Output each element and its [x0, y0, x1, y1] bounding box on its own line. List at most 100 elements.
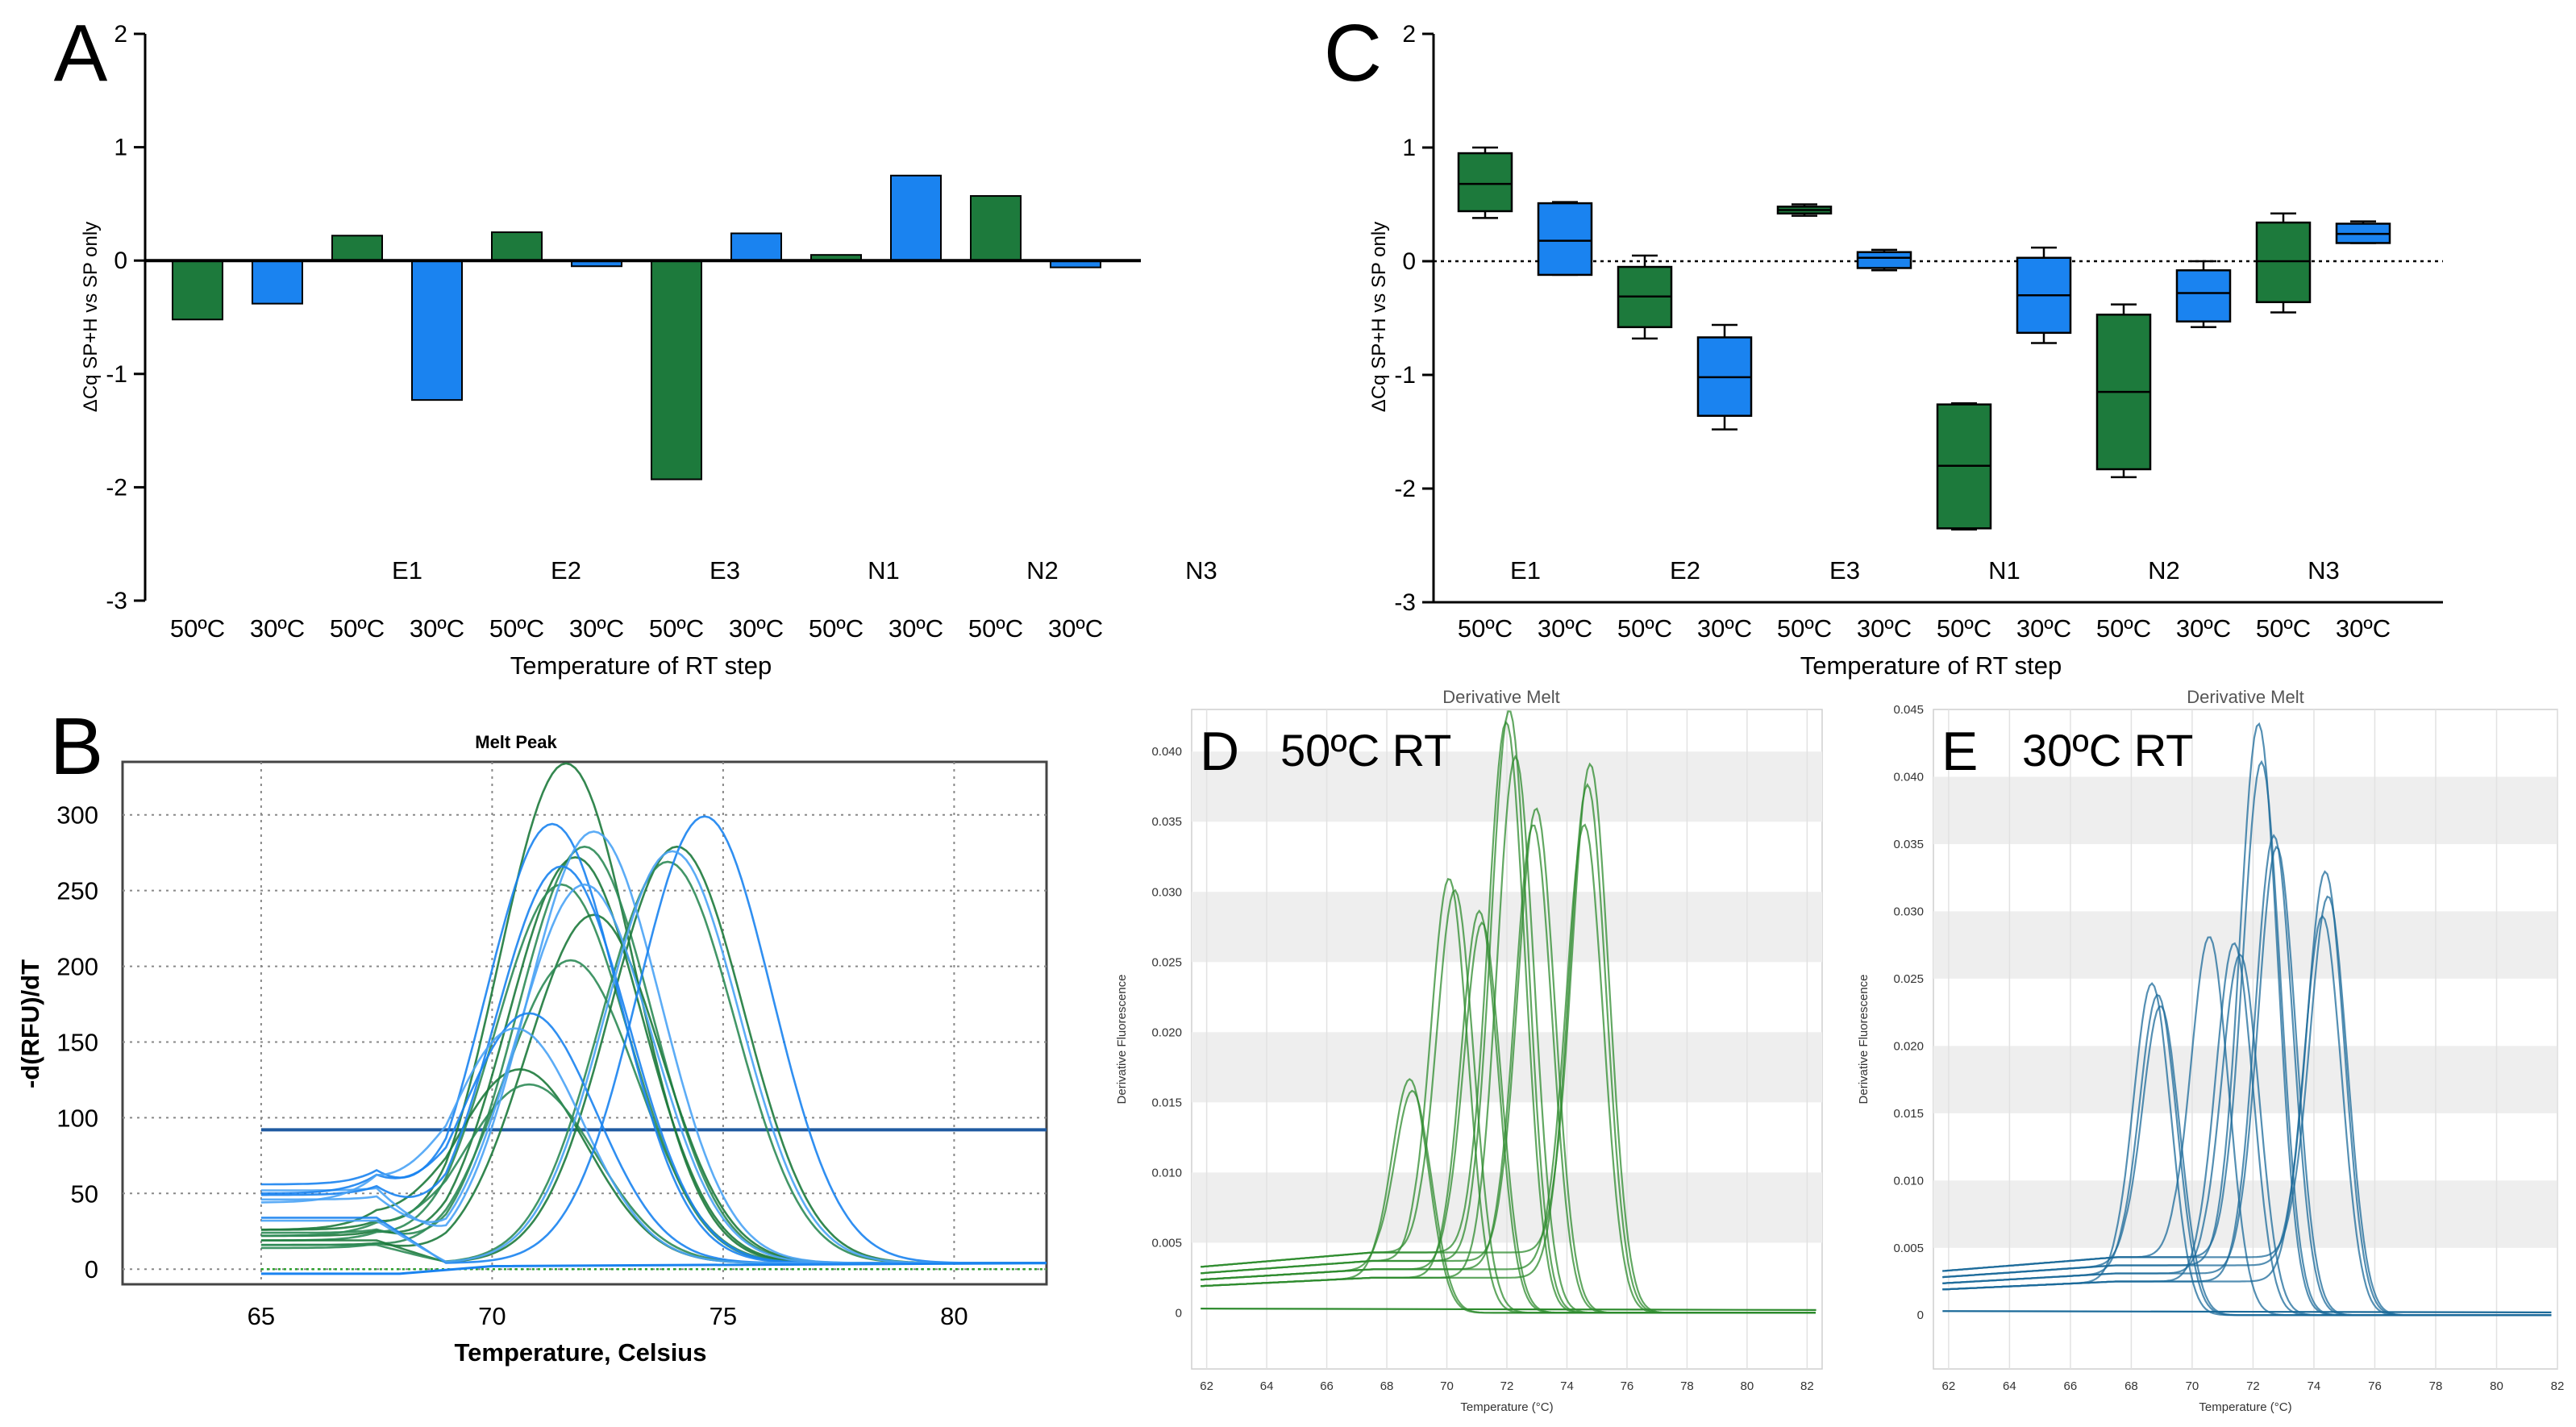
- panel-d-y-tick-label: 0.040: [1151, 745, 1182, 759]
- panel-d-x-tick-label: 70: [1440, 1379, 1454, 1393]
- panel-a-group-label: N1: [868, 556, 900, 585]
- panel-d-x-tick-label: 82: [1800, 1379, 1814, 1393]
- panel-c-x-tick-label: 30ºC: [2016, 614, 2071, 643]
- panel-d-x-tick-label: 66: [1320, 1379, 1334, 1393]
- panel-a-bar: [172, 260, 223, 321]
- panel-d-x-title: Temperature (°C): [1460, 1400, 1553, 1414]
- panel-d-y-tick-label: 0.035: [1151, 815, 1182, 829]
- panel-e-x-tick-label: 70: [2186, 1379, 2199, 1393]
- panel-a-x-tick-label: 50ºC: [809, 614, 864, 643]
- panel-c-box: [2255, 221, 2312, 304]
- panel-c-x-tick-label: 50ºC: [1617, 614, 1672, 643]
- panel-d-ntc-curve: [1201, 1308, 1817, 1311]
- panel-b-x-tick-label: 65: [248, 1302, 275, 1330]
- panel-c-x-tick-label: 30ºC: [2336, 614, 2391, 643]
- panel-b-y-tick-label: 250: [56, 877, 98, 905]
- panel-letter-e: E: [1941, 721, 1978, 782]
- panel-c-x-tick-label: 50ºC: [1777, 614, 1832, 643]
- panel-e-x-tick-label: 82: [2551, 1379, 2565, 1393]
- panel-c-box: [1537, 202, 1593, 277]
- panel-e-subtitle: 30ºC RT: [2022, 725, 2193, 776]
- panel-c-x-tick-label: 30ºC: [1697, 614, 1752, 643]
- panel-b-x-tick-label: 75: [710, 1302, 737, 1330]
- panel-c-x-title: Temperature of RT step: [1800, 651, 2062, 680]
- panel-letter-d: D: [1200, 721, 1239, 782]
- panel-a-y-tick-label: 0: [114, 248, 127, 274]
- panel-a-group-label: E1: [392, 556, 422, 585]
- panel-a-x-tick-label: 30ºC: [888, 614, 943, 643]
- panel-e-y-tick-label: 0.005: [1893, 1242, 1924, 1255]
- panel-a-y-tick-label: -3: [106, 588, 127, 614]
- panel-e-x-tick-label: 76: [2368, 1379, 2382, 1393]
- panel-b-x-tick-label: 80: [940, 1302, 968, 1330]
- panel-c-y-tick-label: -1: [1394, 362, 1416, 389]
- panel-b-y-tick-label: 0: [85, 1255, 98, 1283]
- panel-c-box: [1856, 251, 1912, 269]
- panel-c-y-title: ΔCq SP+H vs SP only: [1368, 222, 1390, 412]
- panel-d-x-tick-label: 74: [1560, 1379, 1574, 1393]
- panel-b-y-title: -d(RFU)/dT: [16, 959, 44, 1088]
- panel-e-x-tick-label: 74: [2308, 1379, 2321, 1393]
- panel-d-y-tick-label: 0.025: [1151, 955, 1182, 969]
- panel-c-x-tick-label: 30ºC: [2176, 614, 2231, 643]
- panel-c-box: [1457, 152, 1513, 213]
- panel-a-bar: [890, 174, 942, 262]
- panel-e-band: [1933, 1046, 2557, 1113]
- panel-c-y-tick-label: 2: [1402, 21, 1416, 48]
- panel-a-x-tick-label: 30ºC: [1048, 614, 1103, 643]
- panel-c-x-tick-label: 50ºC: [1458, 614, 1513, 643]
- panel-e-y-tick-label: 0.010: [1893, 1174, 1924, 1188]
- panel-b-y-tick-label: 150: [56, 1028, 98, 1056]
- panel-a-bar: [730, 232, 782, 262]
- panel-d-x-tick-label: 62: [1200, 1379, 1213, 1393]
- panel-a-y-tick-label: -2: [106, 474, 127, 501]
- panel-e-y-tick-label: 0.015: [1893, 1107, 1924, 1121]
- panel-e-y-tick-label: 0.025: [1893, 972, 1924, 986]
- panel-a-group-label: E2: [551, 556, 581, 585]
- panel-e-x-tick-label: 64: [2003, 1379, 2016, 1393]
- panel-a-group-label: N3: [1185, 556, 1217, 585]
- panel-a-y-tick-label: 1: [114, 135, 127, 161]
- panel-b-y-tick-label: 300: [56, 801, 98, 830]
- panel-e-x-tick-label: 78: [2429, 1379, 2443, 1393]
- panel-d-x-tick-label: 78: [1680, 1379, 1694, 1393]
- panel-e-x-tick-label: 68: [2124, 1379, 2138, 1393]
- panel-c-y-tick-label: 0: [1402, 248, 1416, 275]
- panel-b-plot-frame: [121, 760, 1048, 1286]
- panel-c-x-tick-label: 50ºC: [1937, 614, 1991, 643]
- panel-c-group-label: E3: [1829, 556, 1860, 585]
- panel-a-bar: [331, 235, 383, 262]
- panel-a-x-title: Temperature of RT step: [510, 651, 772, 680]
- panel-a-x-tick-label: 30ºC: [569, 614, 624, 643]
- panel-d-x-tick-label: 64: [1260, 1379, 1274, 1393]
- panel-c-group-label: N3: [2308, 556, 2340, 585]
- panel-a-x-tick-label: 50ºC: [649, 614, 704, 643]
- panel-d-melt-curve: [1201, 823, 1816, 1314]
- panel-letter-b: B: [50, 701, 104, 792]
- panel-d-title: Derivative Melt: [1442, 687, 1559, 707]
- panel-c-y-tick-label: -3: [1394, 589, 1416, 616]
- panel-b-melt-curve: [260, 815, 1047, 1264]
- panel-c-x-tick-label: 50ºC: [2256, 614, 2311, 643]
- panel-a-x-tick-label: 50ºC: [489, 614, 544, 643]
- panel-e-title: Derivative Melt: [2187, 687, 2303, 707]
- panel-b-x-tick-label: 70: [478, 1302, 506, 1330]
- panel-letter-a: A: [54, 8, 108, 98]
- panel-c-x-tick-label: 50ºC: [2096, 614, 2151, 643]
- panel-a-x-tick-label: 50ºC: [170, 614, 225, 643]
- panel-d-y-tick-label: 0.010: [1151, 1166, 1182, 1179]
- panel-d-subtitle: 50ºC RT: [1280, 725, 1451, 776]
- panel-d-y-tick-label: 0.005: [1151, 1236, 1182, 1250]
- panel-e-x-tick-label: 66: [2064, 1379, 2078, 1393]
- panel-e-x-tick-label: 80: [2490, 1379, 2503, 1393]
- panel-c-y-tick-label: 1: [1402, 135, 1416, 161]
- panel-a-x-tick-label: 30ºC: [410, 614, 464, 643]
- panel-d-x-tick-label: 72: [1500, 1379, 1514, 1393]
- panel-d-x-tick-label: 68: [1380, 1379, 1394, 1393]
- panel-d-y-tick-label: 0: [1176, 1306, 1182, 1320]
- panel-c-x-tick-label: 30ºC: [1538, 614, 1592, 643]
- panel-a-x-tick-label: 30ºC: [250, 614, 305, 643]
- panel-c-x-tick-label: 30ºC: [1857, 614, 1912, 643]
- panel-e-y-tick-label: 0.045: [1893, 703, 1924, 717]
